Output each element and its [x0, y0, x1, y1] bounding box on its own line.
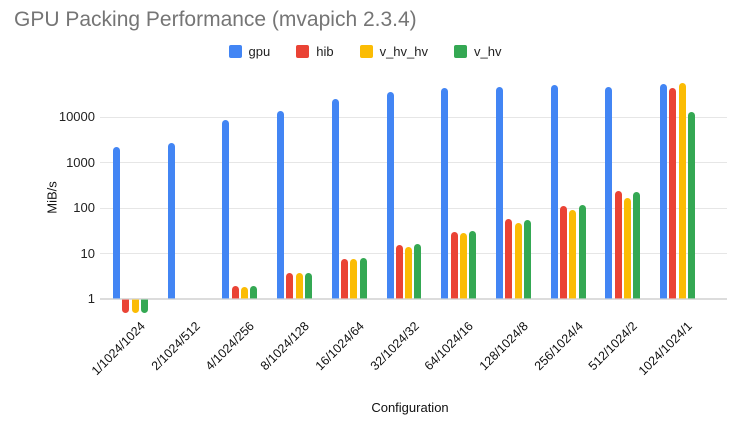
y-tick-label-10: 10 [80, 245, 95, 261]
bar-hib-5[interactable] [395, 245, 403, 299]
x-tick-label-0: 1/1024/1024 [88, 319, 148, 379]
bar-v_hv_hv-5[interactable] [405, 246, 413, 299]
x-tick-label-3: 8/1024/128 [257, 319, 312, 374]
bar-v_hv-8[interactable] [578, 205, 586, 299]
legend-item-gpu[interactable]: gpu [228, 44, 271, 59]
x-tick-label-8: 256/1024/4 [531, 319, 586, 374]
x-tick-label-6: 64/1024/16 [421, 319, 477, 374]
bar-v_hv_hv-6[interactable] [459, 233, 467, 299]
bar-hib-10[interactable] [669, 87, 677, 299]
bar-hib-4[interactable] [341, 258, 349, 299]
legend-swatch-icon [228, 45, 242, 58]
bar-v_hv_hv-3[interactable] [295, 273, 303, 299]
bar-gpu-5[interactable] [386, 91, 394, 299]
bar-v_hv_hv-8[interactable] [569, 209, 577, 299]
bar-v_hv_hv-7[interactable] [514, 222, 522, 299]
bar-v_hv-9[interactable] [633, 192, 641, 299]
bar-hib-7[interactable] [505, 219, 513, 299]
y-tick-label-1000: 1000 [66, 154, 95, 170]
chart-title: GPU Packing Performance (mvapich 2.3.4) [14, 8, 417, 31]
bar-gpu-1[interactable] [167, 142, 175, 299]
bar-v_hv-10[interactable] [687, 111, 695, 299]
x-tick-label-9: 512/1024/2 [586, 319, 641, 374]
baseline-overlay [100, 298, 727, 300]
bar-v_hv-5[interactable] [414, 244, 422, 299]
legend-swatch-icon [296, 45, 310, 58]
legend-label: gpu [248, 44, 271, 59]
gridline-1000 [100, 162, 727, 163]
legend-item-v_hv_hv[interactable]: v_hv_hv [359, 44, 428, 59]
legend-label: v_hv [474, 44, 502, 59]
legend-item-v_hv[interactable]: v_hv [454, 44, 501, 59]
x-tick-label-5: 32/1024/32 [367, 319, 422, 374]
y-tick-label-100: 100 [73, 200, 95, 215]
bar-gpu-10[interactable] [660, 84, 667, 299]
x-axis-title: Configuration [371, 400, 449, 415]
gridline-10000 [100, 116, 727, 118]
gridline-100 [100, 207, 727, 209]
legend-swatch-icon [454, 45, 467, 58]
x-tick-label-10: 1024/1024/1 [635, 319, 695, 379]
bar-hib-2[interactable] [231, 286, 239, 299]
x-tick-label-4: 16/1024/64 [312, 319, 367, 374]
bar-gpu-6[interactable] [441, 88, 449, 299]
bar-gpu-2[interactable] [222, 119, 230, 299]
bar-hib-3[interactable] [286, 272, 294, 299]
bar-v_hv-2[interactable] [250, 286, 258, 299]
y-tick-label-1: 1 [87, 291, 95, 306]
bar-v_hv_hv-0[interactable] [131, 299, 139, 313]
legend: gpu hib v_hv_hv v_hv [0, 44, 730, 59]
bar-v_hv_hv-9[interactable] [623, 198, 631, 299]
bar-v_hv_hv-4[interactable] [350, 259, 358, 299]
bar-gpu-4[interactable] [331, 98, 339, 299]
bar-hib-9[interactable] [614, 190, 622, 299]
bar-hib-6[interactable] [450, 231, 458, 299]
bar-v_hv-3[interactable] [305, 272, 312, 299]
legend-swatch-icon [359, 45, 373, 58]
x-tick-label-2: 4/1024/256 [203, 319, 258, 374]
bar-v_hv_hv-10[interactable] [678, 83, 686, 299]
legend-item-hib[interactable]: hib [296, 44, 334, 59]
bar-v_hv-0[interactable] [140, 299, 148, 313]
bar-v_hv-6[interactable] [469, 231, 477, 299]
bar-hib-0[interactable] [122, 299, 130, 313]
bar-gpu-9[interactable] [605, 86, 613, 299]
bar-gpu-3[interactable] [277, 111, 285, 299]
bar-gpu-0[interactable] [113, 146, 120, 299]
y-tick-label-10000: 10000 [58, 109, 95, 124]
x-tick-label-1: 2/1024/512 [148, 319, 203, 374]
bar-v_hv-4[interactable] [359, 257, 367, 299]
y-axis-title: MiB/s [44, 181, 60, 214]
legend-label: v_hv_hv [379, 44, 428, 59]
bar-v_hv_hv-2[interactable] [241, 287, 248, 299]
bar-gpu-7[interactable] [495, 87, 503, 299]
bar-hib-8[interactable] [559, 206, 567, 299]
x-tick-label-7: 128/1024/8 [476, 319, 531, 374]
bar-gpu-8[interactable] [550, 84, 558, 299]
legend-label: hib [316, 44, 334, 59]
gridline-10 [100, 253, 727, 254]
bar-v_hv-7[interactable] [523, 219, 531, 299]
